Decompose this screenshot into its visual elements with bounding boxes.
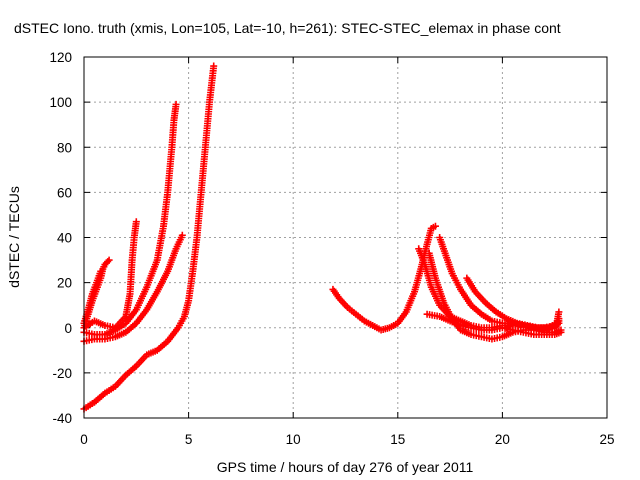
y-tick-label: 20 <box>57 276 72 291</box>
x-tick-label: 20 <box>495 432 510 447</box>
series-arc <box>80 62 218 413</box>
y-tick-label: 60 <box>57 185 72 200</box>
y-tick-label: -40 <box>52 411 72 426</box>
data-point <box>557 328 565 336</box>
x-tick-label: 10 <box>286 432 301 447</box>
series-arc <box>80 267 105 327</box>
series-arc <box>80 218 140 332</box>
y-tick-label: 40 <box>57 231 72 246</box>
plot-frame <box>83 56 608 419</box>
y-axis-label: dSTEC / TECUs <box>6 186 22 288</box>
y-tick-label: 80 <box>57 140 72 155</box>
y-tick-label: 100 <box>49 95 72 110</box>
series-arc <box>329 222 439 334</box>
y-tick-label: -20 <box>52 366 72 381</box>
data-point <box>132 218 140 226</box>
data-point <box>97 267 105 275</box>
y-tick-label: 0 <box>64 321 72 336</box>
chart-title: dSTEC Iono. truth (xmis, Lon=105, Lat=-1… <box>14 20 561 36</box>
x-tick-label: 25 <box>599 432 614 447</box>
series-arc <box>80 100 180 339</box>
data-point <box>210 62 218 70</box>
data-point <box>178 231 186 239</box>
axis-ticks: 0 5 10 15 20 25 -40 -20 0 20 40 60 80 100 120 <box>49 50 614 447</box>
data-point <box>105 256 113 264</box>
x-axis-label: GPS time / hours of day 276 of year 2011 <box>217 459 474 475</box>
data-point <box>555 308 563 316</box>
series-arc <box>503 315 563 334</box>
data-point <box>172 100 180 108</box>
data-marks <box>80 62 565 413</box>
x-tick-label: 5 <box>185 432 193 447</box>
data-point <box>104 258 112 266</box>
series-arc <box>423 310 565 339</box>
y-tick-label: 120 <box>49 50 72 65</box>
x-tick-label: 15 <box>390 432 405 447</box>
x-tick-label: 0 <box>80 432 88 447</box>
data-point <box>555 315 563 323</box>
data-point <box>431 222 439 230</box>
